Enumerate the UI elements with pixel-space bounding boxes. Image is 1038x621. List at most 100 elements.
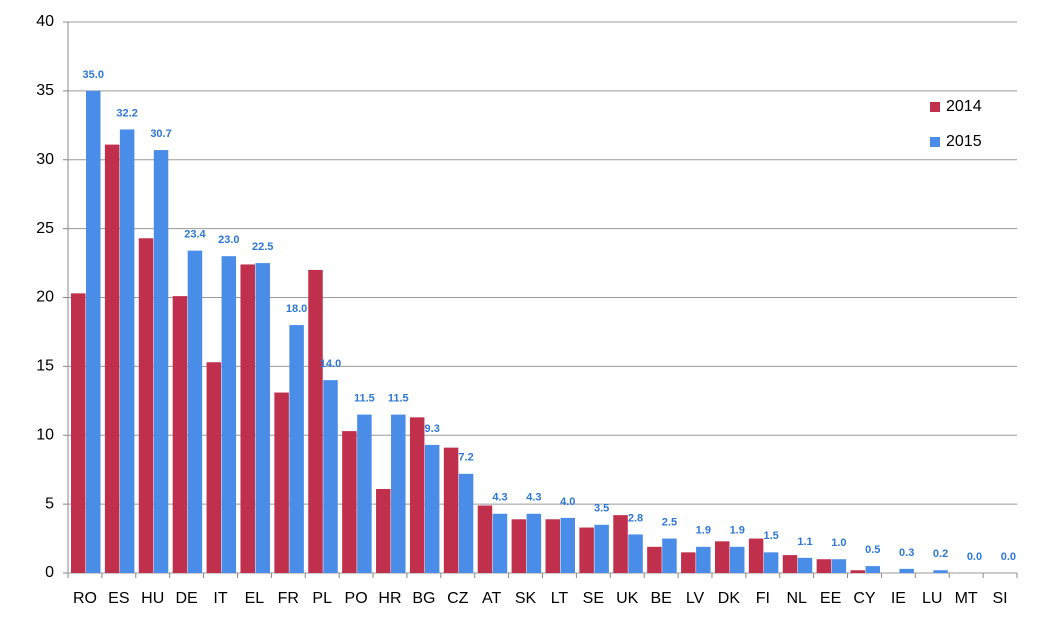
bar bbox=[409, 417, 425, 573]
bar bbox=[443, 447, 459, 573]
x-tick-label: PL bbox=[312, 590, 332, 607]
bar bbox=[681, 552, 696, 573]
x-tick-label: PO bbox=[345, 590, 368, 607]
value-label: 1.5 bbox=[763, 530, 778, 542]
bar bbox=[594, 524, 609, 573]
bar bbox=[391, 414, 406, 573]
y-tick-label: 30 bbox=[36, 151, 54, 168]
value-label: 7.2 bbox=[458, 452, 473, 464]
bar bbox=[477, 505, 493, 573]
bar bbox=[545, 519, 560, 573]
x-tick-label: EL bbox=[245, 590, 265, 607]
bar bbox=[782, 555, 798, 573]
x-tick-label: LV bbox=[686, 590, 705, 607]
x-tick-label: HU bbox=[141, 590, 164, 607]
bar bbox=[797, 557, 813, 573]
bar bbox=[187, 250, 203, 574]
bar bbox=[424, 444, 440, 573]
legend: 2014 2015 bbox=[930, 98, 982, 150]
value-label: 4.0 bbox=[560, 496, 575, 508]
x-tick-label: SE bbox=[583, 590, 604, 607]
value-label: 22.5 bbox=[252, 241, 273, 253]
y-tick-label: 40 bbox=[36, 13, 54, 30]
bar bbox=[153, 150, 169, 574]
bar bbox=[172, 296, 188, 573]
x-tick-label: FR bbox=[278, 590, 299, 607]
value-label: 0.0 bbox=[1001, 551, 1016, 563]
x-tick-label: DE bbox=[176, 590, 198, 607]
x-tick-label: HR bbox=[378, 590, 401, 607]
bar bbox=[647, 546, 662, 573]
bar bbox=[729, 546, 745, 573]
bar bbox=[458, 473, 474, 573]
value-label: 2.5 bbox=[662, 516, 677, 528]
x-tick-label: RO bbox=[73, 590, 97, 607]
value-label: 1.9 bbox=[730, 525, 745, 537]
bar bbox=[255, 263, 270, 573]
bar bbox=[138, 238, 154, 573]
bar bbox=[308, 269, 323, 573]
x-tick-label: IE bbox=[891, 590, 906, 607]
bar bbox=[240, 264, 255, 573]
bar bbox=[933, 570, 948, 573]
bar bbox=[511, 519, 527, 573]
x-tick-label: MT bbox=[955, 590, 978, 607]
value-label: 11.5 bbox=[388, 392, 409, 404]
bar bbox=[816, 559, 832, 573]
value-label: 4.3 bbox=[492, 492, 507, 504]
value-label: 35.0 bbox=[83, 69, 104, 81]
bar bbox=[376, 488, 391, 573]
value-label: 32.2 bbox=[116, 107, 137, 119]
value-label: 4.3 bbox=[526, 492, 541, 504]
bar bbox=[831, 559, 847, 573]
value-label: 11.5 bbox=[354, 392, 375, 404]
value-label: 14.0 bbox=[320, 358, 341, 370]
bar bbox=[119, 129, 135, 573]
x-tick-label: SI bbox=[992, 590, 1007, 607]
bar bbox=[628, 534, 643, 573]
bar bbox=[323, 380, 338, 573]
value-label: 30.7 bbox=[150, 128, 171, 140]
bar bbox=[613, 515, 628, 573]
x-tick-label: FI bbox=[756, 590, 770, 607]
value-label: 0.2 bbox=[933, 548, 948, 560]
value-label: 0.5 bbox=[865, 544, 880, 556]
bar bbox=[221, 256, 237, 573]
value-label: 1.0 bbox=[831, 537, 846, 549]
value-label: 23.0 bbox=[218, 234, 239, 246]
value-label: 23.4 bbox=[184, 229, 206, 241]
bar bbox=[206, 362, 222, 573]
x-tick-label: CY bbox=[853, 590, 876, 607]
y-tick-label: 25 bbox=[36, 220, 54, 237]
bar bbox=[104, 144, 120, 573]
x-tick-label: LT bbox=[551, 590, 569, 607]
bar bbox=[289, 325, 304, 573]
bar bbox=[86, 90, 101, 573]
legend-label: 2015 bbox=[946, 133, 982, 150]
value-label: 2.8 bbox=[628, 512, 643, 524]
bar bbox=[763, 552, 779, 573]
y-tick-label: 15 bbox=[36, 358, 54, 375]
value-label: 0.3 bbox=[899, 547, 914, 559]
bar bbox=[850, 570, 866, 573]
x-tick-label: ES bbox=[108, 590, 129, 607]
legend-label: 2014 bbox=[946, 98, 982, 115]
x-tick-label: BE bbox=[650, 590, 671, 607]
value-label: 3.5 bbox=[594, 503, 609, 515]
x-tick-label: LU bbox=[922, 590, 942, 607]
x-tick-label: IT bbox=[213, 590, 227, 607]
x-tick-label: EE bbox=[820, 590, 841, 607]
y-tick-label: 5 bbox=[45, 495, 54, 512]
value-label: 1.9 bbox=[696, 525, 711, 537]
bar bbox=[357, 414, 372, 573]
x-tick-label: DK bbox=[718, 590, 741, 607]
bar bbox=[748, 538, 764, 573]
y-tick-label: 0 bbox=[45, 564, 54, 581]
bar bbox=[899, 568, 914, 573]
legend-swatch bbox=[930, 137, 940, 147]
bar bbox=[492, 513, 508, 573]
bar bbox=[560, 517, 575, 573]
y-tick-label: 20 bbox=[36, 289, 54, 306]
bar bbox=[342, 431, 357, 573]
